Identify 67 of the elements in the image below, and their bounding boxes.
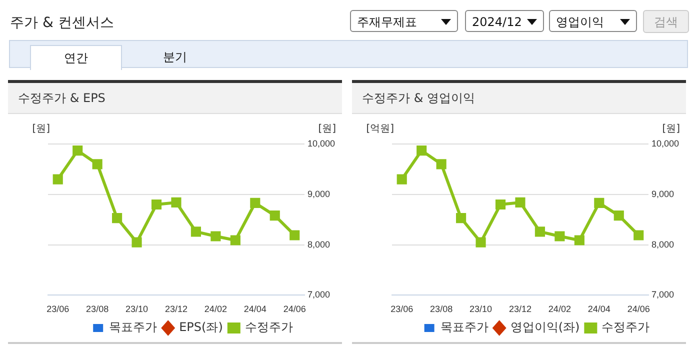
point: [436, 159, 446, 170]
y-axis-title: [원]: [32, 124, 50, 135]
text: 분기: [162, 49, 188, 66]
point: [270, 210, 280, 221]
text: 검색: [643, 10, 689, 33]
legend-label: 목표주가: [440, 320, 488, 334]
text: 주가 & 컨센서스: [10, 14, 114, 32]
point: [210, 231, 221, 242]
y2-tick-label: 9,000: [307, 188, 330, 199]
x-tick-label: 24/02: [548, 304, 571, 314]
point: [250, 198, 260, 208]
x-tick-label: 23/12: [508, 304, 532, 314]
x-tick-label: 24/04: [244, 304, 266, 314]
y2-tick-label: 8,000: [651, 239, 674, 250]
x-tick-label: 23/08: [86, 304, 109, 314]
x-tick-label: 23/10: [126, 304, 148, 314]
chart-title: 수정주가 & EPS: [8, 83, 342, 114]
x-tick-label: 23/10: [470, 304, 492, 314]
x-tick-label: 23/12: [164, 304, 188, 314]
y2-tick-label: 7,000: [307, 290, 330, 300]
y2-axis-title: [원]: [662, 124, 680, 135]
y2-axis-title: [원]: [318, 124, 336, 135]
y2-tick-label: 10,000: [307, 138, 336, 148]
legend-label: 수정주가: [602, 320, 650, 334]
y-axis-title: [억원]: [366, 124, 394, 135]
x-tick-label: 24/04: [588, 304, 610, 314]
point: [456, 213, 466, 224]
point: [515, 197, 526, 208]
point: [230, 235, 240, 246]
legend-label: 영업이익(좌): [510, 320, 580, 334]
point: [72, 146, 83, 156]
text: 영업이익: [556, 15, 604, 29]
point: [554, 231, 565, 242]
legend-label: 목표주가: [109, 320, 158, 334]
point: [396, 174, 407, 184]
point: [534, 226, 545, 237]
legend-label: 수정주가: [244, 320, 293, 334]
point: [634, 230, 644, 240]
x-tick-label: 24/06: [627, 304, 650, 314]
y2-tick-label: 8,000: [307, 239, 330, 250]
y2-tick-label: 9,000: [651, 188, 674, 199]
point: [416, 146, 427, 156]
x-tick-label: 23/06: [390, 304, 414, 314]
point: [112, 213, 122, 224]
legend-label: EPS(좌): [179, 320, 223, 334]
point: [574, 235, 584, 246]
point: [151, 199, 162, 210]
text: 연간: [30, 45, 122, 70]
point: [52, 174, 63, 184]
point: [171, 197, 182, 208]
point: [132, 237, 142, 248]
text: 2024/12: [472, 15, 522, 29]
point: [476, 237, 486, 248]
x-tick-label: 24/06: [283, 304, 306, 314]
chart-title: 수정주가 & 영업이익: [352, 83, 686, 114]
point: [594, 198, 604, 208]
y2-tick-label: 7,000: [651, 290, 674, 300]
point: [190, 226, 201, 237]
point: [92, 159, 102, 170]
y2-tick-label: 10,000: [651, 138, 680, 148]
x-tick-label: 23/08: [430, 304, 453, 314]
point: [290, 230, 300, 240]
text: 주재무제표: [357, 15, 417, 29]
point: [495, 199, 506, 210]
x-tick-label: 24/02: [204, 304, 227, 314]
point: [614, 210, 624, 221]
x-tick-label: 23/06: [46, 304, 70, 314]
